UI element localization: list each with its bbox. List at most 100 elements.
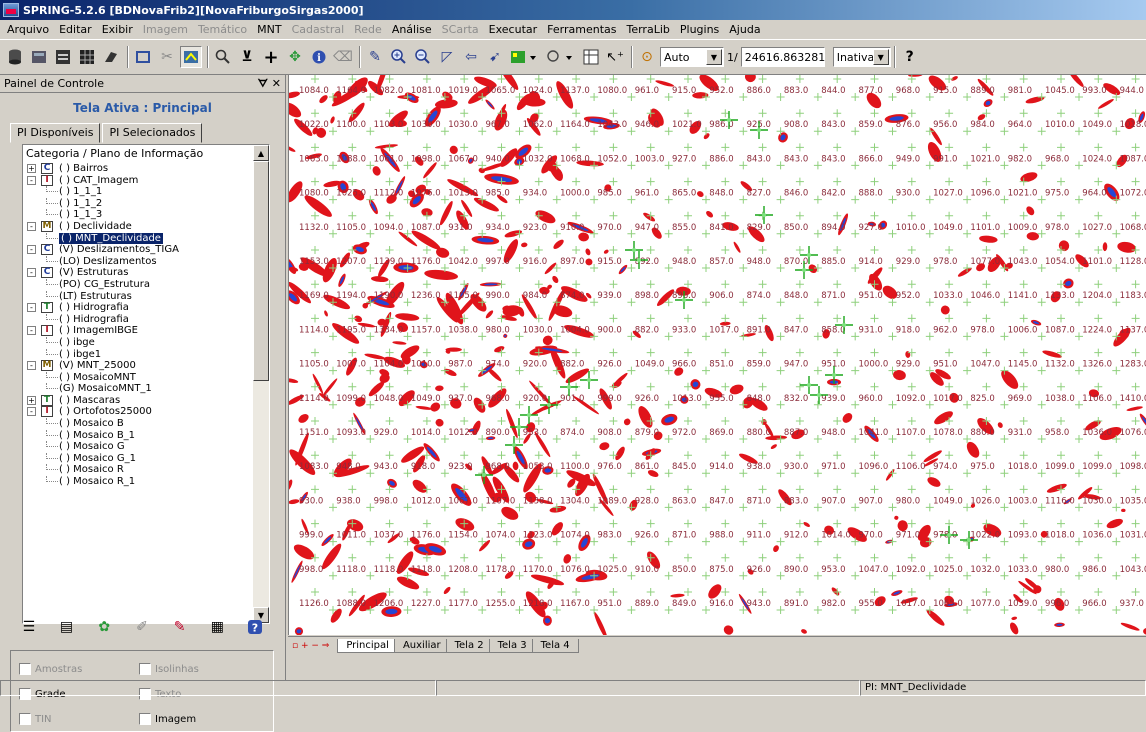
grid-icon[interactable] [76,46,98,68]
edit-draw-icon[interactable] [100,46,122,68]
collapse-icon[interactable]: - [27,303,36,313]
tab-pi-selecionados[interactable]: PI Selecionados [102,123,203,143]
menu-item-analise[interactable]: Análise [391,23,432,36]
menu-item-plugins[interactable]: Plugins [679,23,720,36]
table-icon[interactable] [580,46,602,68]
collapse-icon[interactable]: - [27,268,36,278]
visual-icon[interactable]: ⊙ [641,49,653,65]
map-canvas[interactable]: 1084.0 1164.0 1082.0 1081.0 1019.0 1065.0 1024… [288,75,1146,635]
style-icon[interactable]: ✿ [98,619,111,635]
tree-plan[interactable]: (LT) Estruturas [23,290,255,303]
info-icon[interactable]: i [308,46,330,68]
tree-plan[interactable]: ( ) MosaicoMNT [23,371,255,384]
list-icon[interactable]: ☰ [22,619,36,635]
back-icon[interactable]: ⇦ [465,49,477,65]
tree-plan[interactable]: ( ) 1_1_2 [23,197,255,210]
scale-input[interactable]: 24616.863281 [740,47,825,67]
zoom-in-icon[interactable] [388,46,410,68]
zoom-out-icon[interactable] [412,46,434,68]
collapse-icon[interactable]: - [27,245,36,255]
category-icon[interactable] [52,46,74,68]
tree-plan[interactable]: ( ) 1_1_3 [23,209,255,221]
scale-mode-select[interactable]: Auto ▼ [660,47,724,67]
help-circle-icon[interactable]: ? [244,616,266,638]
menu-item-exibir[interactable]: Exibir [101,23,133,36]
tree-scrollbar[interactable]: ▲ ▼ [253,145,269,623]
tree-category[interactable]: - T( ) Hidrografia [23,302,255,314]
amostras-checkbox[interactable]: Amostras [19,663,82,675]
menu-item-arquivo[interactable]: Arquivo [7,23,50,36]
tab-auxiliar[interactable]: Auxiliar [393,638,450,653]
expand-icon[interactable]: + [27,395,36,405]
menu-item-cadastral[interactable]: Cadastral [291,23,345,36]
menu-item-ajuda[interactable]: Ajuda [729,23,761,36]
properties-icon[interactable]: ▤ [59,619,74,635]
menu-item-terralib[interactable]: TerraLib [626,23,670,36]
info-tool-icon[interactable]: ⊻ [241,49,253,65]
tree-category[interactable]: + C( ) Bairros [23,163,255,175]
tree-category[interactable]: + T( ) Mascaras [23,394,255,407]
menu-item-executar[interactable]: Executar [488,23,538,36]
tree-category[interactable]: - I( ) Ortofotos25000 [23,406,255,418]
pencil-icon[interactable]: ✎ [369,49,381,65]
window-icon[interactable] [132,46,154,68]
chevron-down-icon[interactable]: ▼ [872,49,889,65]
menu-item-editar[interactable]: Editar [59,23,92,36]
tin-checkbox[interactable]: TIN [19,713,52,725]
tree-plan[interactable]: ( ) Mosaico B_1 [23,429,255,442]
tree-category[interactable]: - M( ) Declividade [23,220,255,233]
cut-icon[interactable]: ✂ [161,49,173,65]
scroll-up-icon[interactable]: ▲ [253,145,269,161]
chevron-down-icon[interactable]: ▼ [706,49,722,65]
scroll-thumb[interactable] [253,161,269,381]
tab-tela-2[interactable]: Tela 2 [445,638,493,653]
state-select[interactable]: Inativa ▼ [832,47,891,67]
map-drawing[interactable]: 1084.0 1164.0 1082.0 1081.0 1019.0 1065.0 1024… [289,75,1146,635]
help-icon[interactable]: ? [905,49,914,65]
tree-category[interactable]: - C (V) Deslizamentos_TIGA [23,244,255,256]
tree-category[interactable]: - I( ) CAT_Imagem [23,174,255,187]
menu-item-imagem[interactable]: Imagem [142,23,188,36]
tree-plan[interactable]: ( ) Mosaico G [23,441,255,453]
cursor-icon[interactable]: ➹ [489,49,501,65]
menu-item-scarta[interactable]: SCarta [441,23,479,36]
database-icon[interactable] [4,46,26,68]
tree-plan[interactable]: ( ) 1_1_1 [23,186,255,198]
menu-item-mnt[interactable]: MNT [257,23,282,36]
information-plan-tree[interactable]: Categoria / Plano de Informação + C( ) Ba… [22,144,270,624]
collapse-icon[interactable]: - [27,361,36,371]
tree-plan[interactable]: (G) MosaicoMNT_1 [23,383,255,395]
crosshair-icon[interactable]: + [263,46,279,68]
menu-item-rede[interactable]: Rede [354,23,382,36]
collapse-icon[interactable]: - [27,326,36,336]
menu-item-ferramentas[interactable]: Ferramentas [547,23,617,36]
draw-icon[interactable] [180,46,202,68]
tree-plan[interactable]: ( ) Hidrografia [23,313,255,326]
legend-icon[interactable]: ▦ [210,619,224,635]
zoom-area-icon[interactable]: ◸ [441,49,453,65]
collapse-icon[interactable]: - [27,407,36,417]
tree-plan[interactable]: ( ) Mosaico B [23,418,255,430]
tree-plan[interactable]: ( ) Mosaico G_1 [23,452,255,465]
tree-plan[interactable]: ( ) Mosaico R_1 [23,476,255,488]
tree-plan[interactable]: ( ) ibge1 [23,348,255,361]
tree-plan[interactable]: (LO) Deslizamentos [23,255,255,268]
tree-plan[interactable]: (PO) CG_Estrutura [23,278,255,291]
tree-plan[interactable]: ( ) MNT_Declividade [23,232,255,245]
tree-plan[interactable]: ( ) ibge [23,336,255,349]
pointer-plus-icon[interactable]: ↖⁺ [606,49,624,65]
imagem-checkbox[interactable]: Imagem [139,713,196,725]
edit-icon[interactable]: ✐ [136,619,148,635]
collapse-icon[interactable]: - [27,221,36,231]
panel-pin-close-icon[interactable]: ᗊ ✕ [257,76,281,90]
project-icon[interactable] [28,46,50,68]
expand-icon[interactable]: + [27,164,36,173]
tab-tela-4[interactable]: Tela 4 [531,638,579,653]
tab-pi-disponiveis[interactable]: PI Disponíveis [10,123,101,143]
tab-principal[interactable]: Principal [337,638,398,653]
tree-category[interactable]: - I( ) ImagemIBGE [23,325,255,337]
query-icon[interactable] [544,46,578,68]
isolinhas-checkbox[interactable]: Isolinhas [139,663,199,675]
eraser-icon[interactable]: ⌫ [333,49,353,65]
menu-item-tematico[interactable]: Temático [197,23,248,36]
